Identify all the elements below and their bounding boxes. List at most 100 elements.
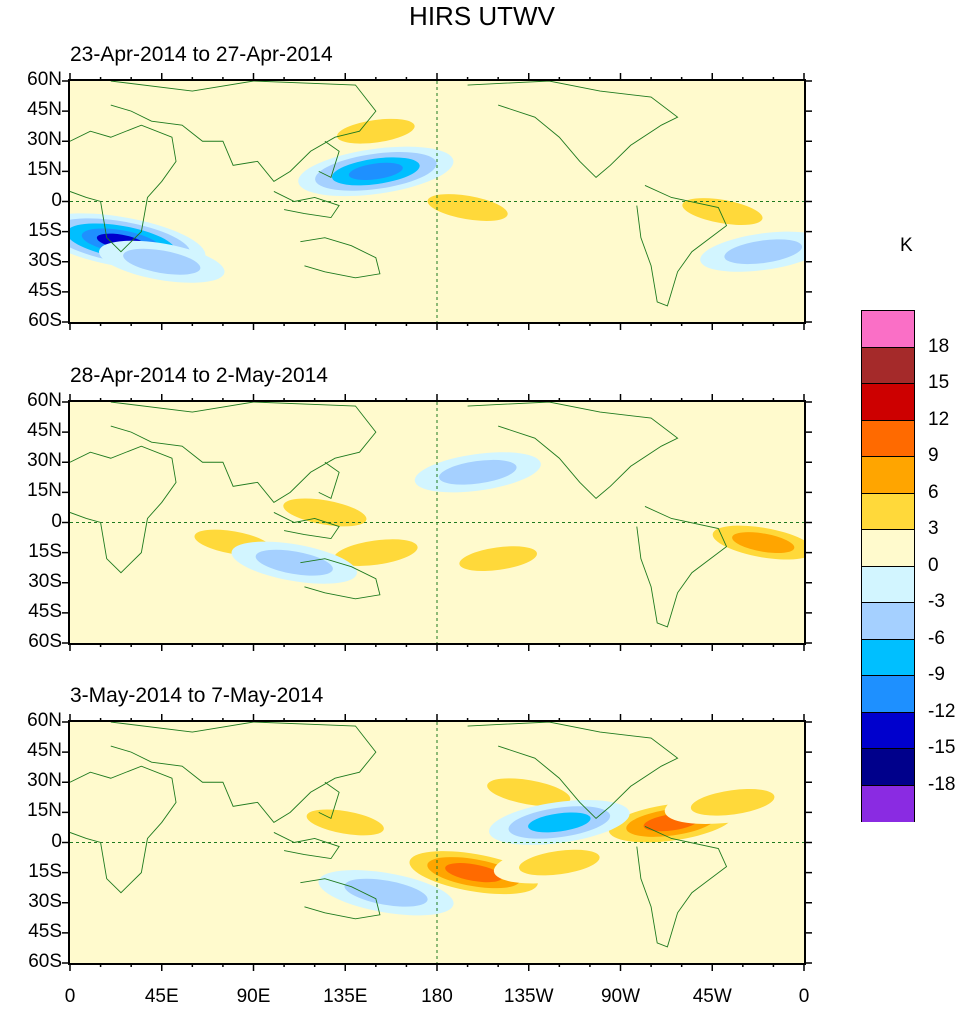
colorbar-box	[862, 457, 914, 494]
coastline	[319, 462, 339, 498]
lat-label: 30S	[28, 570, 62, 592]
lon-label: 180	[421, 986, 453, 1007]
coastline	[70, 446, 176, 573]
lat-label: 45S	[28, 600, 62, 622]
lon-label: 0	[798, 986, 810, 1007]
coastline	[637, 185, 727, 306]
lon-label: 135W	[503, 986, 554, 1007]
colorbar-box	[862, 311, 914, 348]
anomaly-blob	[459, 546, 537, 572]
anomaly-blob	[549, 242, 671, 282]
lon-label: 0	[64, 986, 76, 1007]
colorbar-label: -6	[928, 627, 945, 649]
coastline	[468, 81, 678, 177]
lat-label: 30S	[28, 890, 62, 912]
colorbar-box	[862, 749, 914, 786]
anomaly-field-1	[70, 81, 804, 322]
anomaly-field-2	[70, 402, 804, 643]
colorbar-box	[862, 384, 914, 421]
anomaly-blob	[487, 778, 571, 807]
lat-label: 60S	[28, 951, 62, 972]
coastline	[300, 879, 380, 919]
coastline	[319, 782, 339, 818]
lat-label: 15N	[27, 800, 62, 822]
colorbar-box	[862, 420, 914, 457]
colorbar-box	[862, 639, 914, 676]
colorbar	[861, 310, 915, 822]
map-panel-2	[68, 400, 806, 645]
lat-label: 0	[51, 830, 62, 852]
coastline	[70, 766, 176, 893]
lon-label: 45E	[144, 986, 179, 1007]
colorbar-box	[862, 566, 914, 603]
anomaly-blob	[337, 118, 415, 144]
panel-1-title: 23-Apr-2014 to 27-Apr-2014	[70, 43, 333, 66]
lon-label: 90W	[600, 986, 641, 1007]
coastline	[319, 141, 339, 177]
colorbar-box	[862, 603, 914, 640]
anomaly-blob	[334, 539, 418, 566]
coastline	[468, 722, 678, 818]
lat-label: 45N	[27, 420, 62, 442]
lat-label: 60S	[28, 631, 62, 652]
anomaly-blob	[682, 198, 763, 225]
lat-label: 30S	[28, 249, 62, 271]
colorbar-label: 3	[928, 518, 939, 539]
lat-label: 60N	[27, 69, 62, 90]
panel-3-title: 3-May-2014 to 7-May-2014	[70, 684, 324, 707]
lon-label: 45W	[692, 986, 732, 1007]
anomaly-blob	[427, 194, 508, 221]
colorbar-label: -3	[928, 591, 945, 612]
lon-label: 90E	[236, 986, 271, 1007]
lat-label: 45S	[28, 920, 62, 942]
anomaly-blob	[528, 812, 591, 833]
lat-label: 30N	[27, 129, 62, 151]
lat-label: 0	[51, 510, 62, 532]
colorbar-box	[862, 785, 914, 822]
anomaly-blob	[255, 549, 333, 576]
lat-label: 60S	[28, 310, 62, 331]
lat-label: 15N	[27, 480, 62, 502]
colorbar-box	[862, 530, 914, 567]
colorbar-label: 9	[928, 445, 939, 466]
coastline	[468, 402, 678, 498]
figure-title: HIRS UTWV	[409, 1, 555, 31]
coastline	[300, 559, 380, 599]
coastline	[111, 402, 376, 502]
colorbar-unit: K	[900, 235, 913, 256]
colorbar-label: 18	[928, 335, 950, 357]
panel-2-title: 28-Apr-2014 to 2-May-2014	[70, 364, 328, 387]
lat-label: 15S	[28, 860, 62, 882]
colorbar-label: 12	[928, 408, 950, 430]
anomaly-blob	[348, 162, 403, 180]
anomaly-blob	[519, 849, 600, 876]
colorbar-box	[862, 676, 914, 713]
lat-label: 15S	[28, 219, 62, 241]
anomaly-blob	[123, 248, 201, 275]
map-panel-3	[68, 720, 806, 965]
anomaly-blob	[600, 543, 722, 582]
coastline	[637, 506, 727, 627]
colorbar-label: -9	[928, 664, 945, 685]
coastline	[300, 238, 380, 278]
colorbar-label: -12	[928, 700, 956, 722]
lat-label: 60N	[27, 710, 62, 731]
anomaly-blob	[283, 498, 367, 527]
colorbar-label: 6	[928, 481, 939, 503]
anomaly-field-3	[70, 722, 804, 963]
lat-label: 30N	[27, 450, 62, 472]
colorbar-box	[862, 493, 914, 530]
colorbar-label: -15	[928, 737, 956, 758]
anomaly-blob	[438, 459, 517, 485]
anomaly-blob	[690, 789, 775, 816]
anomaly-blob	[445, 863, 503, 883]
lat-label: 15N	[27, 159, 62, 181]
lat-label: 15S	[28, 540, 62, 562]
lon-label: 135E	[323, 986, 368, 1007]
lat-label: 30N	[27, 770, 62, 792]
colorbar-label: -18	[928, 773, 956, 795]
map-panel-1	[68, 79, 806, 324]
lat-label: 45S	[28, 279, 62, 301]
colorbar-box	[862, 712, 914, 749]
colorbar-label: 0	[928, 554, 939, 576]
